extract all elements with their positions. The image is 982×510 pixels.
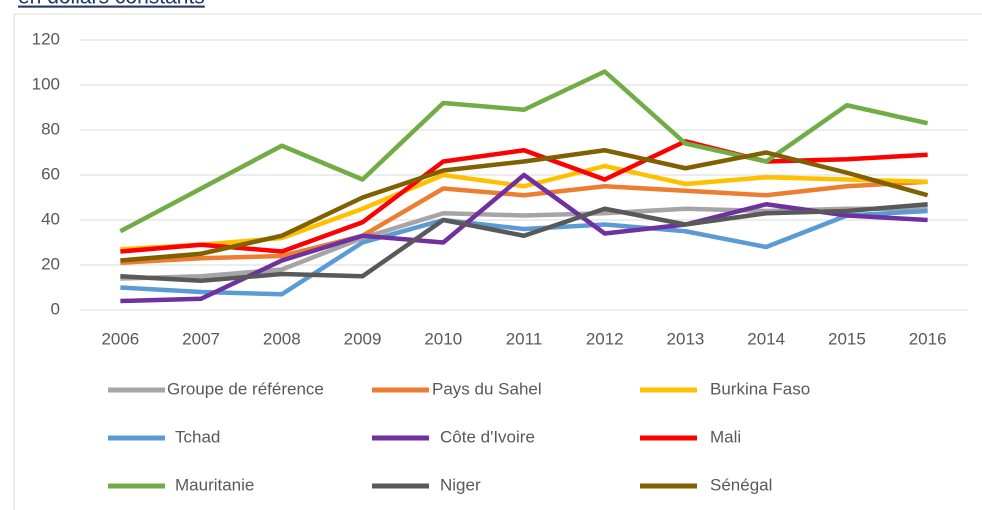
series-line xyxy=(120,202,928,283)
x-tick-label: 2008 xyxy=(263,329,301,348)
x-tick-label: 2009 xyxy=(344,329,382,348)
x-tick-label: 2006 xyxy=(101,329,139,348)
y-tick-label: 20 xyxy=(41,254,60,273)
legend-label: Groupe de référence xyxy=(167,379,324,398)
y-tick-label: 40 xyxy=(41,209,60,228)
legend-label: Pays du Sahel xyxy=(432,379,542,398)
series-line xyxy=(119,69,929,234)
series-line xyxy=(120,208,928,297)
series-line xyxy=(120,179,928,265)
x-tick-label: 2011 xyxy=(506,329,543,348)
x-tick-label: 2016 xyxy=(909,329,947,348)
legend-label: Mali xyxy=(710,427,741,446)
x-tick-label: 2010 xyxy=(424,329,462,348)
x-tick-label: 2007 xyxy=(182,329,220,348)
series-line xyxy=(120,148,929,263)
y-tick-label: 0 xyxy=(51,299,60,318)
y-tick-label: 100 xyxy=(32,74,60,93)
legend-label: Côte d'Ivoire xyxy=(440,427,535,446)
x-tick-label: 2013 xyxy=(667,329,705,348)
legend-label: Tchad xyxy=(175,427,220,446)
legend-label: Niger xyxy=(440,475,481,494)
y-tick-label: 60 xyxy=(41,164,60,183)
x-tick-label: 2015 xyxy=(828,329,866,348)
series-line xyxy=(120,172,928,304)
x-tick-label: 2012 xyxy=(586,329,624,348)
x-tick-label: 2014 xyxy=(747,329,785,348)
y-tick-label: 80 xyxy=(41,119,60,138)
y-tick-label: 120 xyxy=(32,29,60,48)
legend-label: Burkina Faso xyxy=(710,379,810,398)
legend-label: Sénégal xyxy=(710,475,772,494)
chart-title: en dollars constants xyxy=(18,0,205,9)
legend-label: Mauritanie xyxy=(175,475,254,494)
